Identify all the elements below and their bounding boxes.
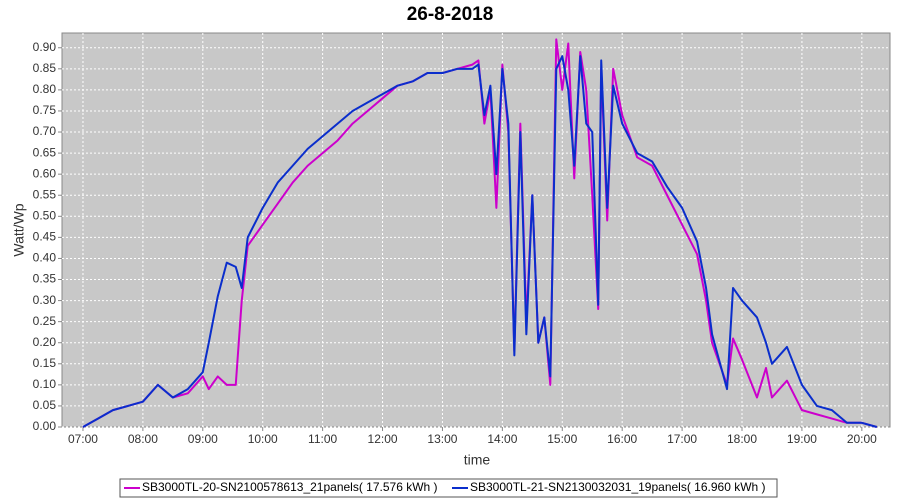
x-tick-label: 17:00 — [667, 432, 697, 446]
x-tick-label: 14:00 — [487, 432, 517, 446]
x-tick-label: 20:00 — [847, 432, 877, 446]
x-tick-label: 08:00 — [128, 432, 158, 446]
legend-label: SB3000TL-21-SN2130032031_19panels( 16.96… — [470, 480, 766, 494]
x-tick-label: 10:00 — [248, 432, 278, 446]
y-axis-label: Watt/Wp — [11, 203, 27, 256]
x-tick-label: 18:00 — [727, 432, 757, 446]
x-tick-label: 15:00 — [547, 432, 577, 446]
y-tick-label: 0.70 — [33, 124, 57, 138]
y-tick-label: 0.40 — [33, 251, 57, 265]
y-tick-label: 0.25 — [33, 314, 57, 328]
y-tick-label: 0.65 — [33, 145, 57, 159]
x-tick-label: 09:00 — [188, 432, 218, 446]
chart-title: 26-8-2018 — [407, 4, 494, 25]
y-tick-label: 0.30 — [33, 293, 57, 307]
x-axis-label: time — [464, 452, 491, 468]
legend-label: SB3000TL-20-SN2100578613_21panels( 17.57… — [142, 480, 438, 494]
y-tick-label: 0.85 — [33, 61, 57, 75]
x-tick-label: 07:00 — [68, 432, 98, 446]
y-tick-label: 0.45 — [33, 230, 57, 244]
y-tick-label: 0.05 — [33, 398, 57, 412]
x-tick-label: 16:00 — [607, 432, 637, 446]
y-tick-label: 0.50 — [33, 208, 57, 222]
y-tick-label: 0.60 — [33, 166, 57, 180]
x-tick-label: 11:00 — [308, 432, 337, 446]
y-tick-label: 0.20 — [33, 335, 57, 349]
y-tick-label: 0.35 — [33, 272, 57, 286]
x-tick-label: 13:00 — [427, 432, 457, 446]
y-tick-label: 0.75 — [33, 103, 57, 117]
series-line — [82, 55, 878, 428]
y-tick-label: 0.00 — [33, 419, 57, 433]
plot-area — [61, 32, 891, 428]
y-tick-label: 0.80 — [33, 82, 57, 96]
x-tick-label: 12:00 — [368, 432, 398, 446]
y-tick-label: 0.15 — [33, 356, 57, 370]
legend — [119, 478, 778, 498]
y-tick-label: 0.10 — [33, 377, 57, 391]
y-tick-label: 0.55 — [33, 187, 57, 201]
x-tick-label: 19:00 — [787, 432, 817, 446]
y-tick-label: 0.90 — [33, 40, 57, 54]
